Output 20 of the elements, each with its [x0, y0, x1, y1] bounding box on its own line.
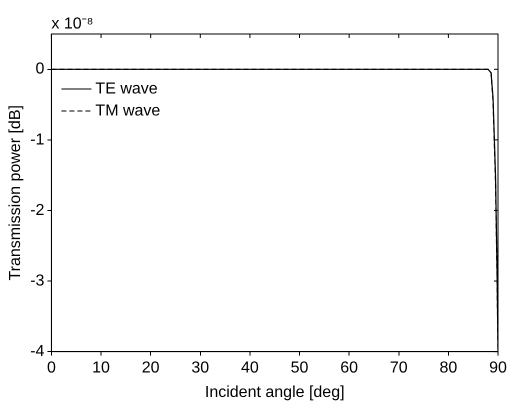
x-tick-label: 70 [390, 360, 408, 377]
x-axis-title: Incident angle [deg] [204, 384, 345, 401]
y-tick-label: -4 [30, 343, 45, 360]
text: x 10⁻⁸ [51, 15, 94, 32]
x-tick-label: 50 [290, 360, 309, 377]
legend-label: TE wave [95, 80, 158, 98]
x-tick-label: 60 [340, 360, 358, 377]
legend-label: TM wave [95, 102, 160, 120]
y-tick-label: -1 [30, 131, 45, 148]
x-tick-label: 20 [142, 360, 160, 377]
x-tick-label: 0 [46, 360, 56, 377]
x-tick-label: 80 [439, 360, 458, 377]
y-tick-label: -3 [30, 272, 45, 290]
y-tick-label: -2 [30, 202, 45, 219]
x-tick-label: 10 [92, 360, 110, 377]
x-tick-label: 30 [191, 360, 210, 377]
y-tick-label: 0 [36, 60, 45, 78]
x-tick-label: 90 [489, 360, 507, 377]
x-tick-label: 40 [241, 360, 259, 377]
y-axis-title: Transmission power [dB] [7, 105, 24, 281]
